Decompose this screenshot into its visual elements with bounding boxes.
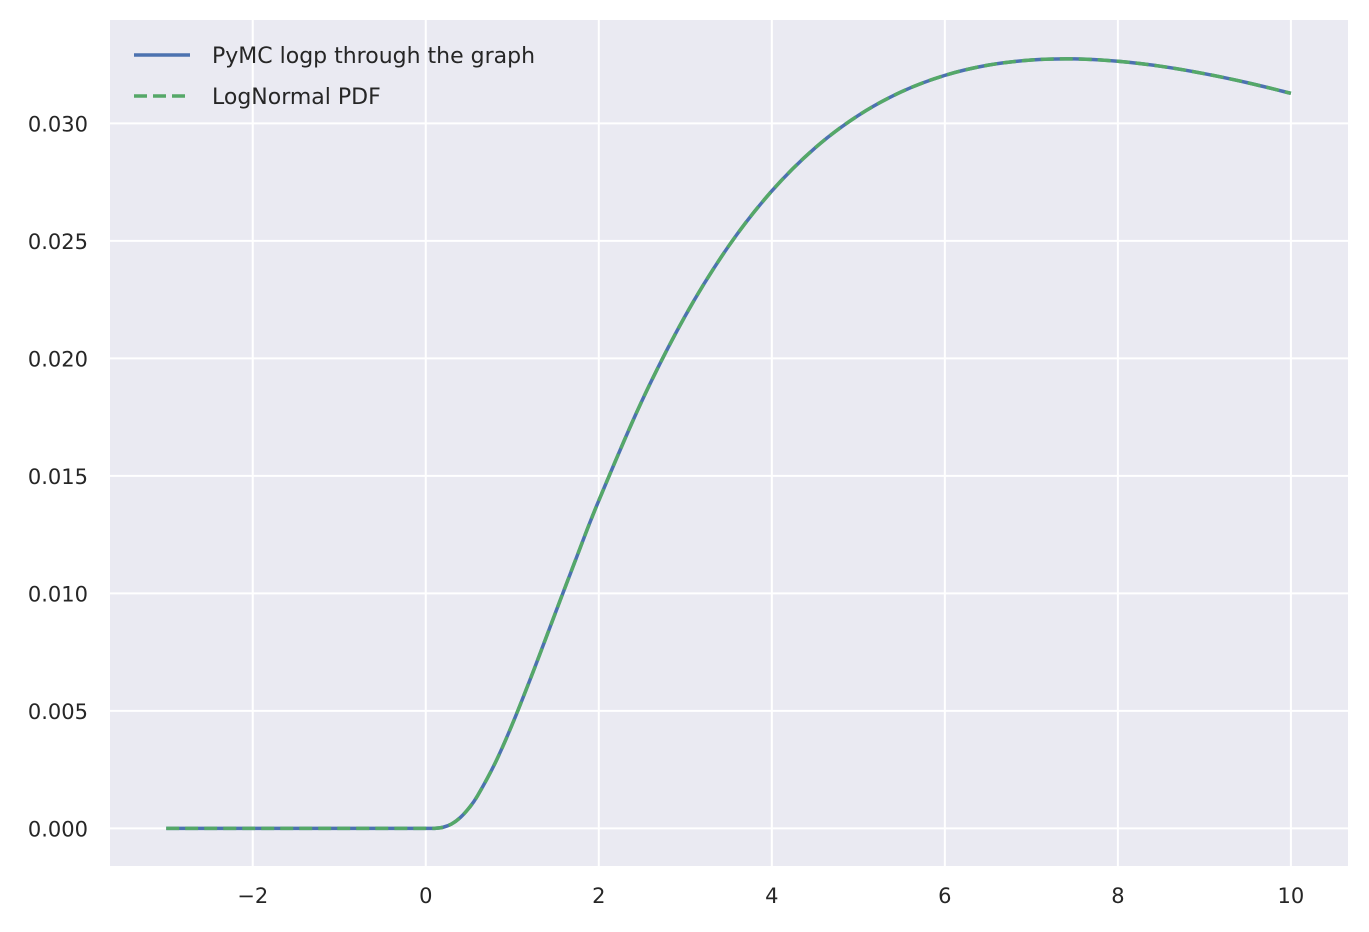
y-axis: 0.000 0.005 0.010 0.015 0.020 0.025 0.030 [28, 112, 88, 841]
y-tick-label: 0.010 [28, 582, 88, 606]
legend: PyMC logp through the graph LogNormal PD… [134, 44, 535, 110]
y-tick-label: 0.025 [28, 230, 88, 254]
x-tick-label: 6 [938, 884, 951, 908]
x-axis: −2 0 2 4 6 8 10 [237, 884, 1304, 908]
y-tick-label: 0.020 [28, 347, 88, 371]
series-line-lognormal-pdf [166, 57, 1292, 831]
legend-label-pymc: PyMC logp through the graph [212, 44, 535, 69]
grid [110, 20, 1348, 866]
x-tick-label: 4 [765, 884, 778, 908]
x-tick-label: 2 [592, 884, 605, 908]
y-tick-label: 0.030 [28, 112, 88, 136]
series-lines [166, 57, 1292, 831]
x-tick-label: 0 [419, 884, 432, 908]
x-tick-label: −2 [237, 884, 268, 908]
plot-area [110, 20, 1348, 866]
legend-label-lognormal: LogNormal PDF [212, 85, 381, 110]
y-tick-label: 0.015 [28, 465, 88, 489]
x-tick-label: 8 [1111, 884, 1124, 908]
x-tick-label: 10 [1278, 884, 1305, 908]
y-tick-label: 0.005 [28, 700, 88, 724]
y-tick-label: 0.000 [28, 817, 88, 841]
